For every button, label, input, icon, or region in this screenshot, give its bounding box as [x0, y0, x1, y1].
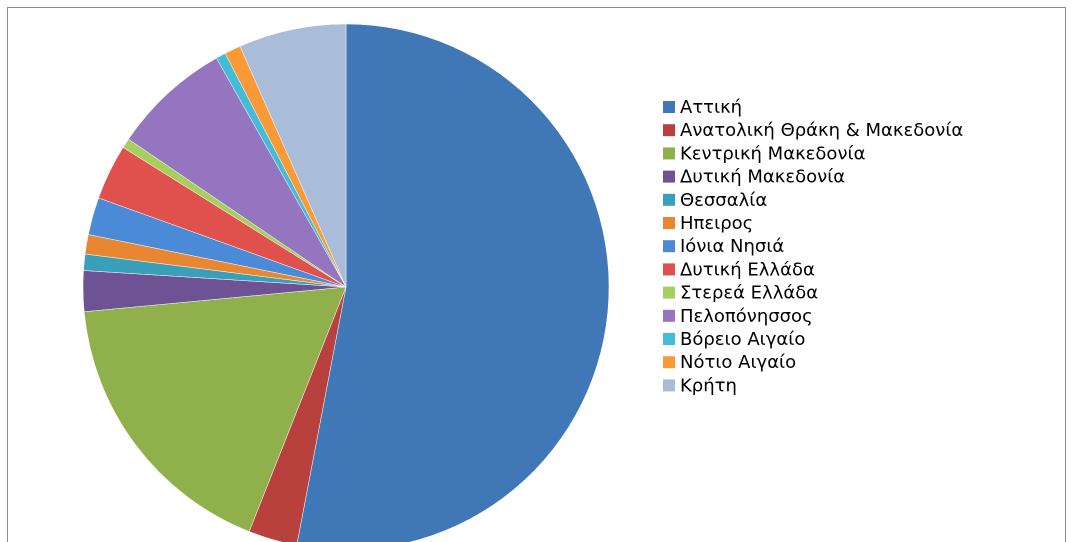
legend-label: Δυτική Μακεδονία	[680, 167, 845, 188]
legend-swatch	[663, 379, 675, 392]
pie-slice	[128, 57, 347, 288]
legend-label: Αττική	[680, 97, 742, 118]
legend-swatch	[663, 356, 675, 369]
pie-slice	[239, 23, 347, 288]
legend-label: Πελοπόνησσος	[680, 306, 813, 327]
legend-label: Βόρειο Αιγαίο	[680, 329, 805, 350]
pie-slice	[83, 286, 347, 532]
legend-label: Ηπειρος	[680, 213, 753, 234]
legend-label: Δυτική Ελλάδα	[680, 259, 815, 280]
legend-label: Ιόνια Νησιά	[680, 236, 784, 257]
legend-label: Νότιο Αιγαίο	[680, 352, 796, 373]
legend-label: Κεντρική Μακεδονία	[680, 143, 865, 164]
legend-swatch	[663, 101, 675, 113]
legend-label: Ανατολική Θράκη & Μακεδονία	[680, 120, 963, 141]
legend-swatch	[663, 263, 675, 276]
legend-label: Κρήτη	[680, 375, 737, 396]
legend-swatch	[663, 124, 675, 137]
legend-swatch	[663, 240, 675, 253]
pie-slice	[297, 23, 610, 542]
legend-swatch	[663, 286, 675, 299]
legend-swatch	[663, 217, 675, 229]
legend-swatch	[663, 193, 675, 206]
legend-label: Στερεά Ελλάδα	[680, 283, 818, 304]
legend-label: Θεσσαλία	[680, 190, 767, 211]
legend-swatch	[663, 333, 675, 345]
legend-swatch	[663, 309, 675, 322]
legend-swatch	[663, 147, 675, 160]
legend-swatch	[663, 170, 675, 183]
